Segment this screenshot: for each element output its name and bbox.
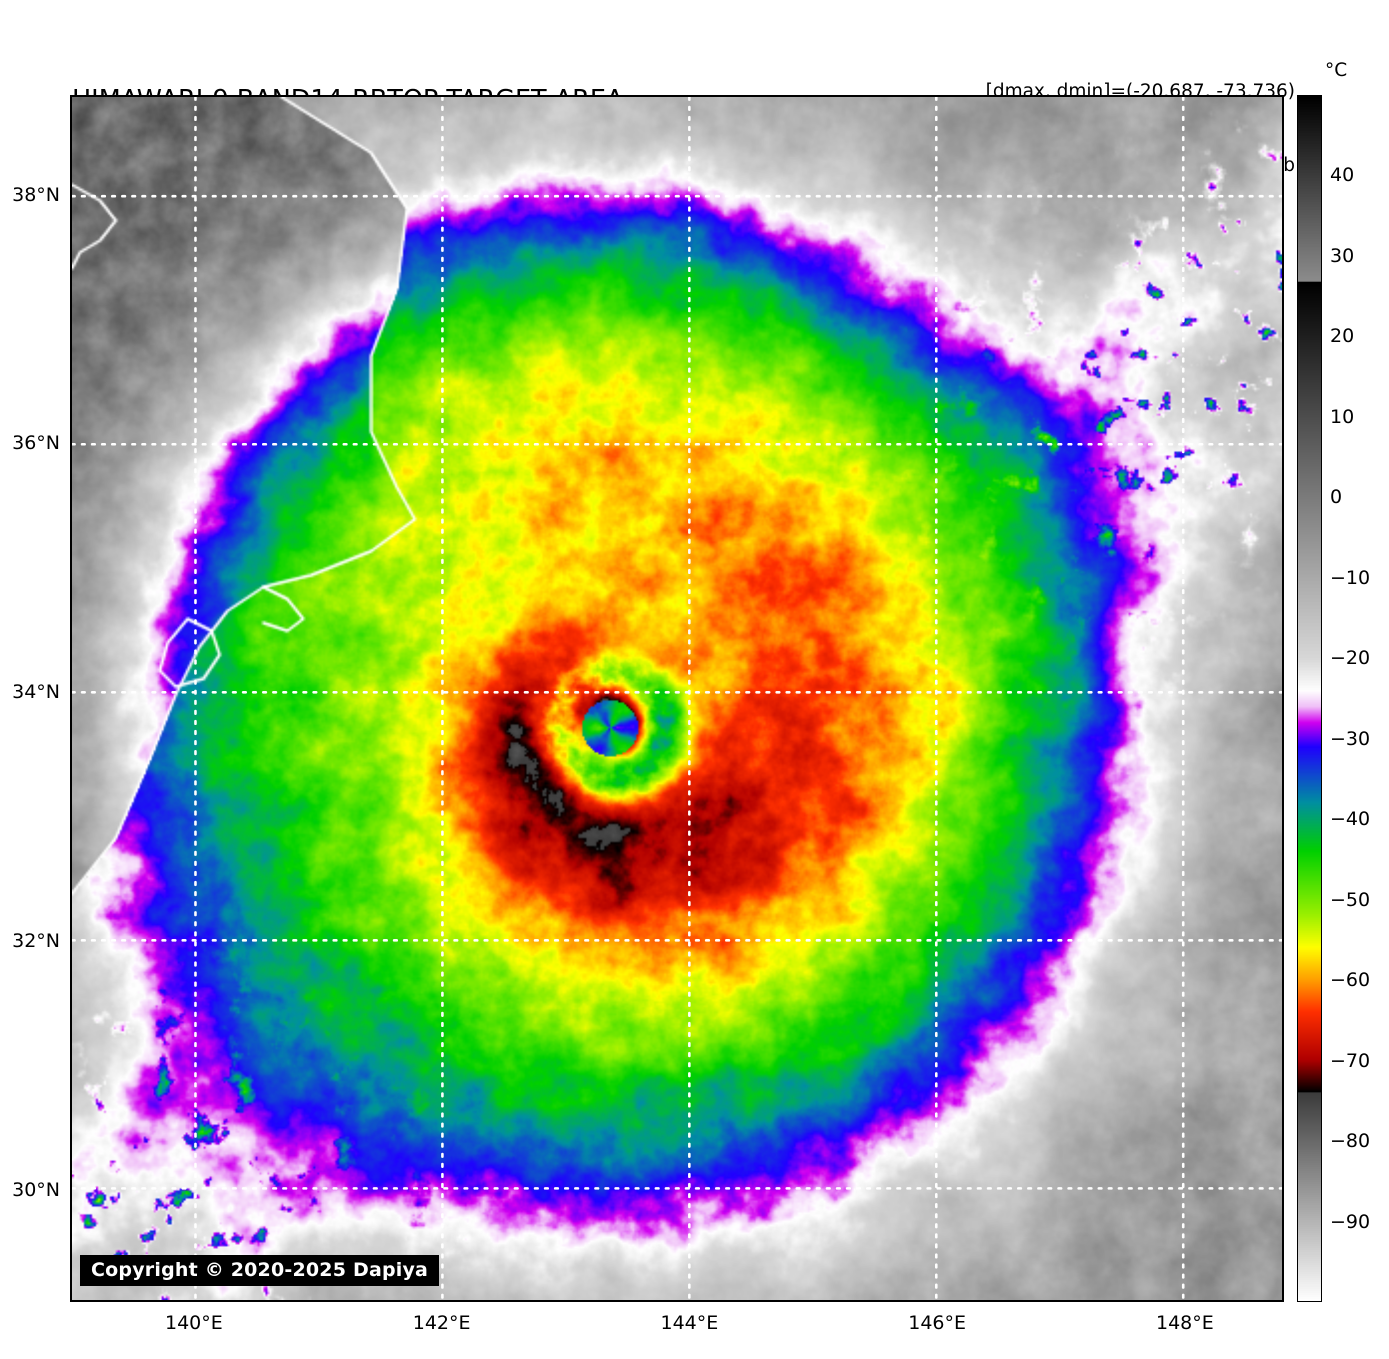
satellite-image-plot[interactable]: Copyright © 2020-2025 Dapiya	[70, 95, 1284, 1302]
temperature-colorbar[interactable]	[1297, 95, 1322, 1302]
colorbar-tick-label: −20	[1330, 647, 1371, 670]
colorbar-tick-label: −30	[1330, 727, 1371, 750]
copyright-notice: Copyright © 2020-2025 Dapiya	[80, 1255, 440, 1286]
lat-tick-label: 34°N	[12, 681, 60, 704]
colorbar-tick-label: −10	[1330, 566, 1371, 589]
satellite-imagery-canvas	[72, 97, 1282, 1300]
lon-tick-label: 144°E	[660, 1312, 719, 1334]
lon-tick-label: 148°E	[1156, 1312, 1214, 1334]
colorbar-tick-label: 10	[1330, 405, 1355, 428]
colorbar-tick-label: 0	[1330, 486, 1343, 509]
lon-tick-label: 140°E	[164, 1312, 223, 1334]
colorbar-tick-label: 40	[1330, 164, 1355, 187]
colorbar-tick-label: −50	[1330, 888, 1371, 911]
colorbar-tick-label: 20	[1330, 325, 1355, 348]
lat-tick-label: 36°N	[12, 432, 60, 455]
colorbar-unit-label: °C	[1325, 60, 1348, 81]
colorbar-tick-label: 30	[1330, 244, 1355, 267]
colorbar-tick-label: −80	[1330, 1130, 1371, 1153]
lat-tick-label: 32°N	[12, 930, 60, 953]
colorbar-tick-label: −60	[1330, 969, 1371, 992]
colorbar-tick-label: −40	[1330, 808, 1371, 831]
colorbar-gradient	[1298, 96, 1321, 1301]
colorbar-tick-label: −90	[1330, 1210, 1371, 1233]
lon-tick-label: 146°E	[908, 1312, 967, 1334]
lat-tick-label: 30°N	[12, 1179, 60, 1201]
colorbar-tick-label: −70	[1330, 1049, 1371, 1072]
lon-tick-label: 142°E	[412, 1312, 471, 1334]
lat-tick-label: 38°N	[12, 183, 60, 206]
